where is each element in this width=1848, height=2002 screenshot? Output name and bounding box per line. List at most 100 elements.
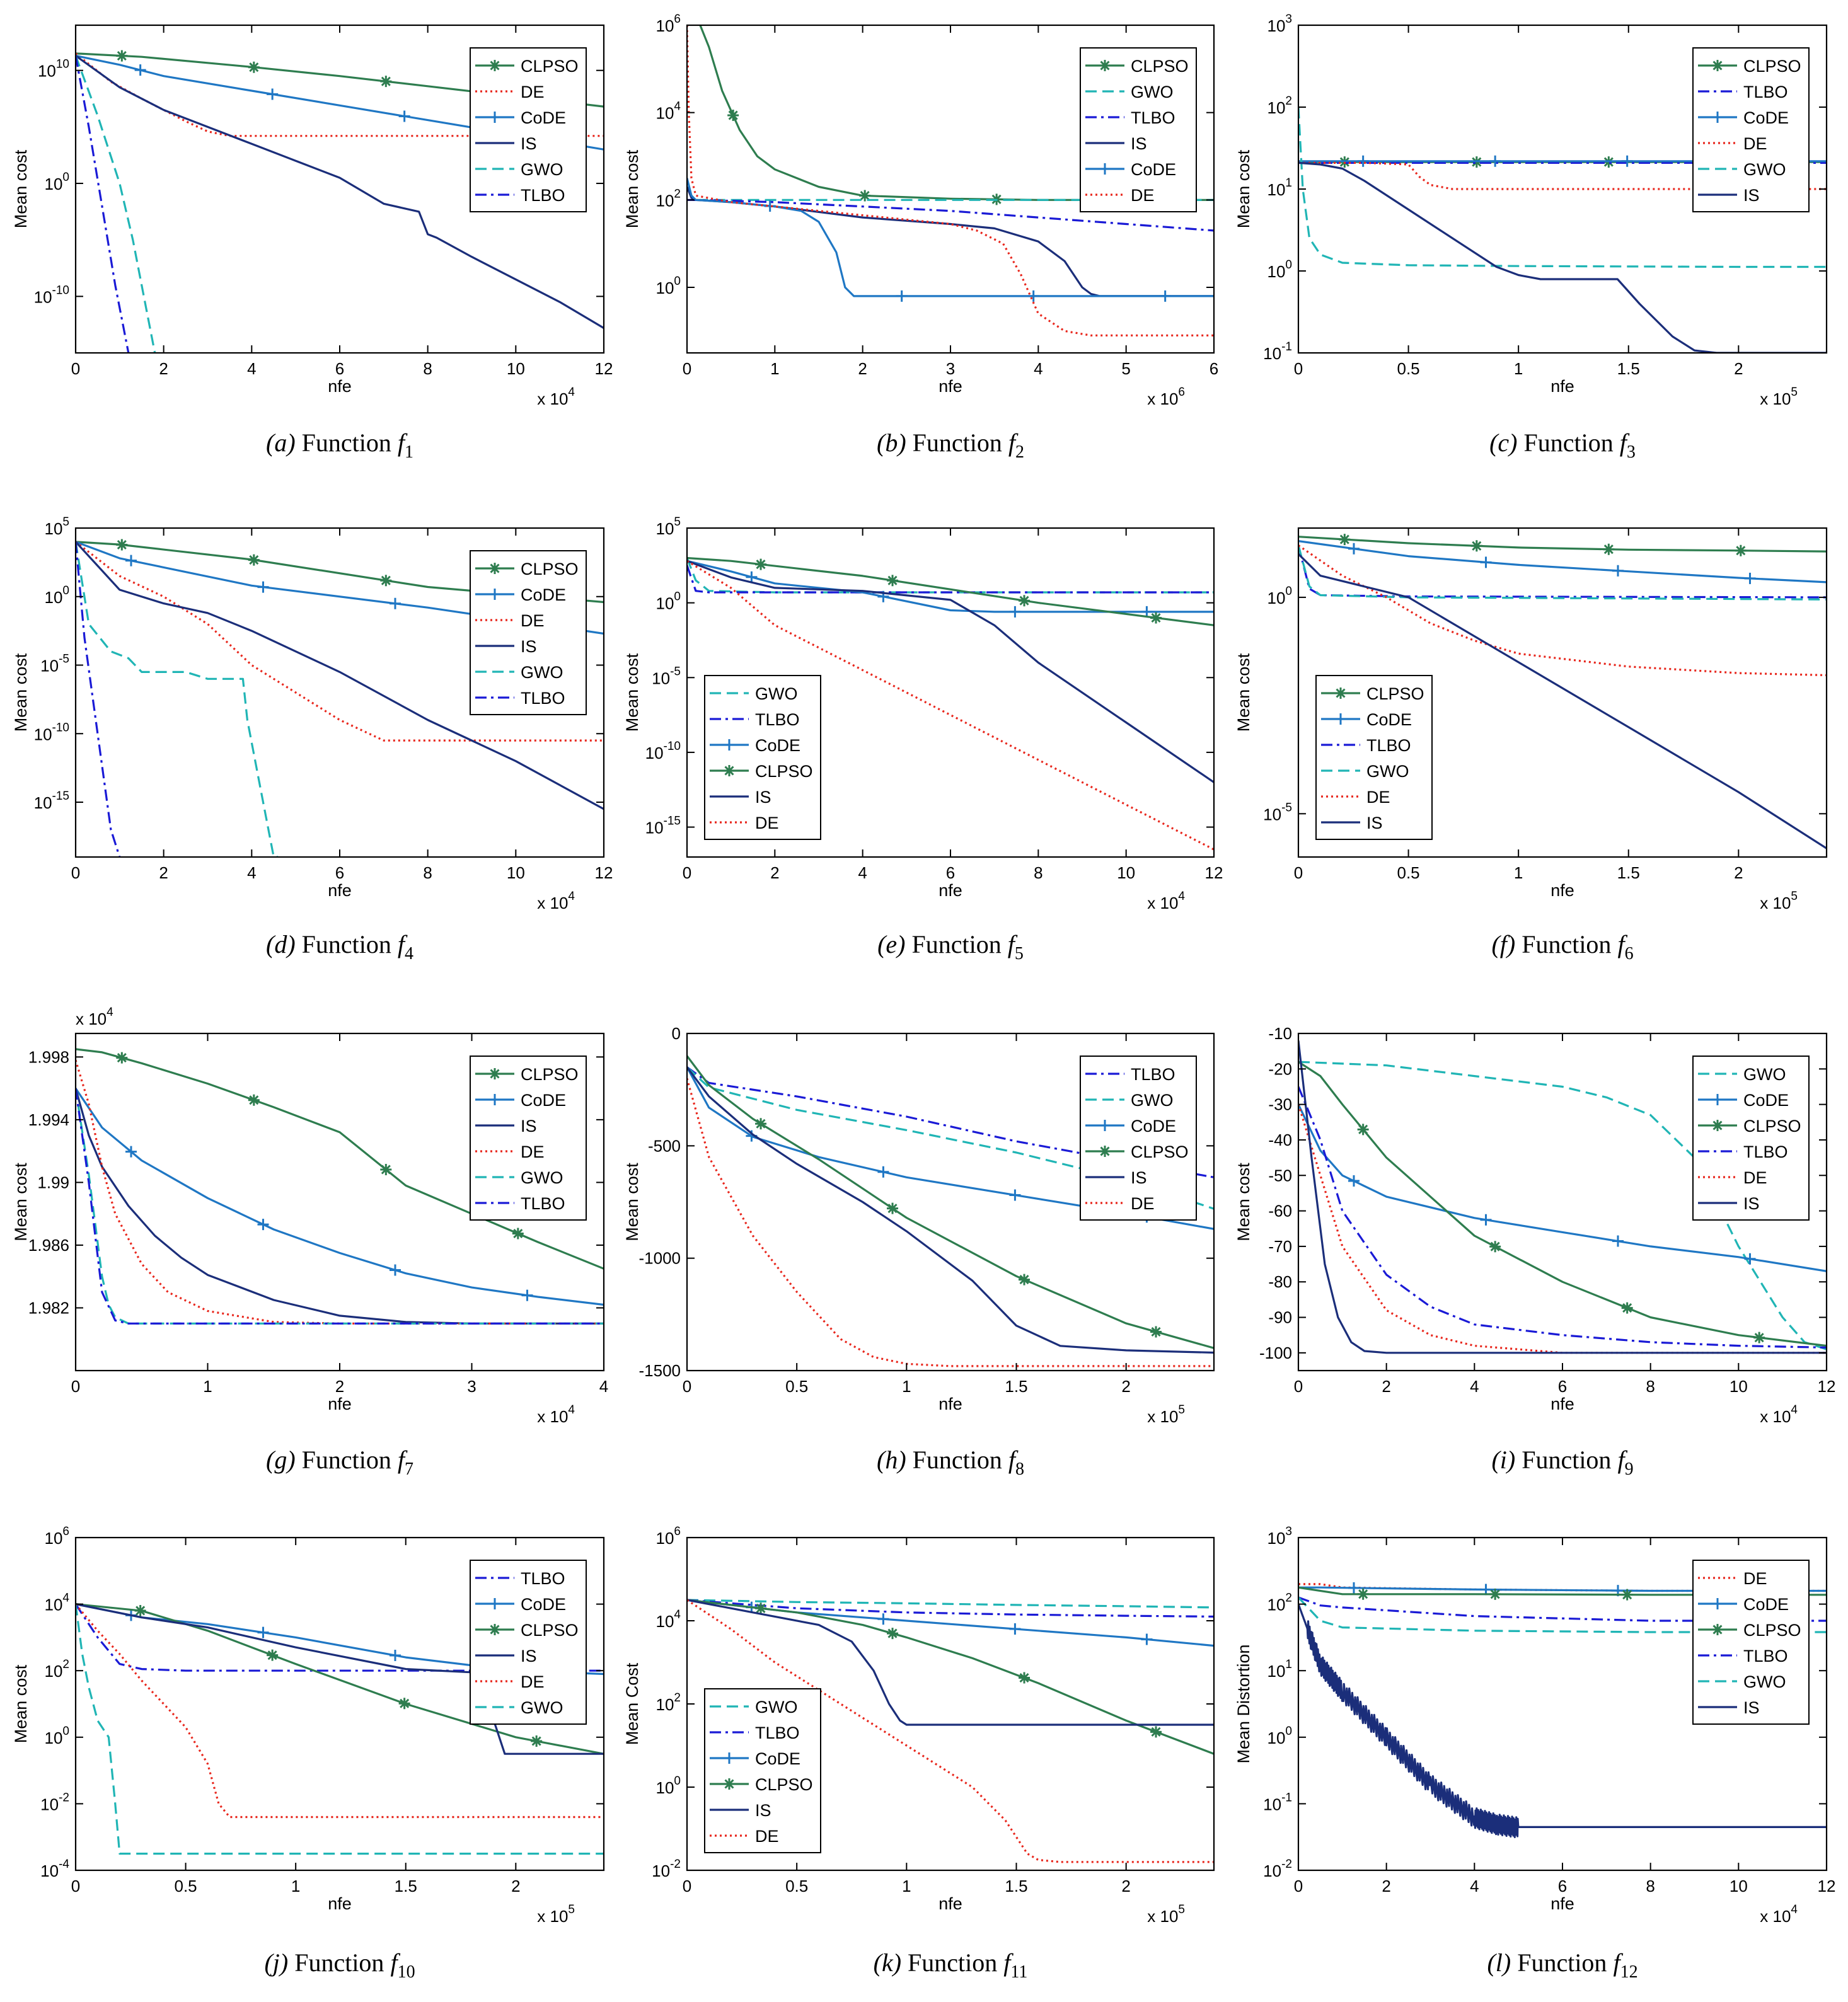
series-group bbox=[687, 556, 1214, 851]
series-line-gwo bbox=[687, 1599, 1214, 1609]
legend-marker bbox=[1712, 60, 1723, 71]
x-tick-label: 1.5 bbox=[395, 1877, 417, 1896]
y-tick-label: 10-2 bbox=[652, 1858, 681, 1880]
chart-i: 0 2 4 6 8 10 12 -100 -90 -80 -70 -60 -50 -40 -30 -20 -10… bbox=[1234, 1024, 1835, 1479]
legend: TLBO GWO CoDE CLPSO IS DE bbox=[1080, 1056, 1197, 1221]
legend-label: GWO bbox=[521, 663, 563, 682]
x-tick-label: 2 bbox=[1382, 1877, 1390, 1896]
chart-caption: (l) Function f12 bbox=[1487, 1948, 1637, 1982]
axes-frame bbox=[1297, 527, 1828, 858]
y-tick-label: -40 bbox=[1268, 1130, 1292, 1149]
x-tick-label: 2 bbox=[335, 1377, 344, 1396]
y-tick-label: 100 bbox=[1268, 585, 1293, 607]
series-line-tlbo bbox=[1298, 1086, 1827, 1349]
legend: TLBO CoDE CLPSO IS DE GWO bbox=[470, 1560, 587, 1725]
x-tick-label: 2 bbox=[159, 863, 168, 882]
series-line-code bbox=[687, 178, 1214, 297]
legend-label: GWO bbox=[1366, 762, 1409, 781]
series-marker-code bbox=[125, 1146, 137, 1158]
legend-marker bbox=[1099, 60, 1111, 71]
y-tick-label: 10-2 bbox=[1263, 1858, 1292, 1880]
legend-box bbox=[470, 550, 587, 715]
y-tick-label: 100 bbox=[45, 171, 70, 193]
series-line-tlbo bbox=[687, 1599, 1214, 1618]
legend-label: IS bbox=[755, 1801, 771, 1820]
y-tick-label: 101 bbox=[1268, 176, 1293, 199]
series-marker-code bbox=[1612, 1235, 1624, 1247]
chart-e: 0 2 4 6 8 10 12 10-15 10-10 10-5 100 105 nfe Mean cos… bbox=[623, 515, 1223, 964]
y-tick-label: 10-15 bbox=[645, 815, 681, 837]
legend-label: CoDE bbox=[521, 1595, 566, 1614]
x-tick-label: 1 bbox=[291, 1877, 300, 1896]
x-tick-label: 6 bbox=[946, 863, 955, 882]
y-tick-label: 103 bbox=[1268, 1525, 1293, 1548]
x-tick-label: 1 bbox=[902, 1877, 911, 1896]
series-line-gwo bbox=[687, 557, 1214, 594]
legend-label: DE bbox=[755, 814, 779, 832]
y-tick-label: 102 bbox=[656, 1691, 681, 1714]
series-line-clpso bbox=[699, 25, 1214, 201]
chart-caption: (g) Function f7 bbox=[266, 1446, 413, 1479]
y-tick-label: -10 bbox=[1268, 1024, 1292, 1043]
x-tick-label: 4 bbox=[1470, 1377, 1479, 1396]
x-tick-label: 0 bbox=[1294, 1377, 1303, 1396]
x-multiplier: x 105 bbox=[1760, 890, 1798, 912]
x-tick-label: 1.5 bbox=[1617, 359, 1640, 378]
x-axis-label: nfe bbox=[938, 1894, 962, 1913]
series-line-code bbox=[76, 1088, 604, 1306]
legend-label: CoDE bbox=[521, 108, 566, 127]
y-tick-label: 103 bbox=[1268, 13, 1293, 35]
series-line-de bbox=[687, 25, 1214, 337]
legend: CLPSO DE CoDE IS GWO TLBO bbox=[470, 47, 587, 212]
legend-box bbox=[1315, 675, 1433, 840]
y-tick-label: 104 bbox=[656, 100, 681, 123]
axes-frame bbox=[74, 1536, 605, 1872]
legend-box bbox=[470, 1056, 587, 1221]
series-marker-clpso bbox=[1357, 1588, 1369, 1600]
legend-label: CLPSO bbox=[521, 57, 579, 76]
y-axis-label: Mean cost bbox=[623, 149, 642, 228]
series-line-clpso bbox=[1298, 1061, 1827, 1347]
legend-label: CLPSO bbox=[521, 1621, 579, 1640]
x-tick-label: 4 bbox=[599, 1377, 608, 1396]
x-multiplier: x 104 bbox=[1147, 890, 1185, 912]
series-line-is bbox=[76, 1088, 604, 1325]
chart-c: 0 0.5 1 1.5 2 10-1 100 101 102 103 nfe Mean cost x 1… bbox=[1234, 13, 1828, 462]
y-axis-label: Mean cost bbox=[623, 653, 642, 732]
legend-marker bbox=[1712, 1624, 1723, 1635]
legend-box bbox=[470, 1560, 587, 1725]
y-tick-label: 102 bbox=[1268, 95, 1293, 117]
legend-label: CoDE bbox=[1131, 160, 1176, 179]
legend-marker bbox=[489, 1624, 500, 1635]
x-tick-label: 10 bbox=[1730, 1877, 1748, 1896]
legend-label: DE bbox=[521, 611, 545, 630]
legend-marker bbox=[489, 112, 500, 123]
series-marker-clpso bbox=[1470, 540, 1482, 552]
x-multiplier: x 104 bbox=[537, 890, 575, 912]
axes-frame bbox=[686, 1032, 1215, 1372]
series-marker-clpso bbox=[1621, 1302, 1633, 1314]
legend-label: DE bbox=[521, 1672, 545, 1691]
legend-label: IS bbox=[1366, 814, 1383, 832]
y-tick-label: 1010 bbox=[38, 58, 69, 81]
x-axis-label: nfe bbox=[328, 1894, 352, 1913]
x-tick-label: 5 bbox=[1121, 359, 1130, 378]
series-marker-code bbox=[1348, 1582, 1360, 1594]
series-marker-code bbox=[1027, 290, 1039, 302]
y-tick-label: 102 bbox=[1268, 1592, 1293, 1614]
x-tick-label: 1.5 bbox=[1005, 1877, 1027, 1896]
series-marker-clpso bbox=[1489, 1588, 1501, 1600]
legend-label: TLBO bbox=[521, 689, 565, 708]
x-tick-label: 0 bbox=[71, 863, 80, 882]
legend-label: TLBO bbox=[1131, 108, 1175, 127]
y-axis-label: Mean cost bbox=[1234, 149, 1253, 228]
y-tick-label: -70 bbox=[1268, 1237, 1292, 1256]
x-multiplier: x 104 bbox=[1760, 1403, 1798, 1426]
x-tick-label: 8 bbox=[423, 863, 432, 882]
series-line-gwo bbox=[76, 541, 279, 857]
legend: CLPSO GWO TLBO IS CoDE DE bbox=[1080, 47, 1197, 212]
chart-caption: (c) Function f3 bbox=[1489, 429, 1636, 462]
x-axis-label: nfe bbox=[1551, 377, 1574, 396]
x-tick-label: 10 bbox=[507, 359, 525, 378]
legend-label: TLBO bbox=[755, 710, 800, 729]
